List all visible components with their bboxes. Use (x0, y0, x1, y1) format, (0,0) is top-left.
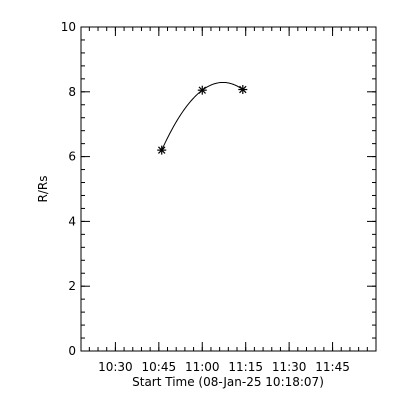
y-axis-tick-labels: 0 2 4 6 8 10 (61, 20, 76, 358)
y-axis-label: R/Rs (36, 176, 50, 203)
y-tick-label: 10 (61, 20, 76, 34)
data-point-marker (238, 85, 248, 95)
x-tick-label: 11:30 (272, 360, 307, 374)
data-point-marker (197, 85, 207, 95)
y-tick-label: 8 (68, 85, 76, 99)
plot-frame (80, 26, 377, 352)
y-axis-ticks (81, 26, 376, 352)
x-axis-ticks (88, 27, 377, 351)
data-point-marker (157, 145, 167, 155)
x-tick-label: 11:00 (185, 360, 220, 374)
x-tick-label: 10:30 (98, 360, 133, 374)
y-tick-label: 4 (68, 214, 76, 228)
y-tick-label: 0 (68, 344, 76, 358)
x-tick-label: 11:45 (315, 360, 350, 374)
y-tick-label: 6 (68, 150, 76, 164)
x-axis-label: Start Time (08-Jan-25 10:18:07) (132, 375, 324, 389)
x-axis-tick-labels: 10:30 10:45 11:00 11:15 11:30 11:45 (98, 360, 350, 374)
data-markers (157, 85, 248, 155)
x-tick-label: 11:15 (228, 360, 263, 374)
x-tick-label: 10:45 (142, 360, 177, 374)
y-tick-label: 2 (68, 279, 76, 293)
